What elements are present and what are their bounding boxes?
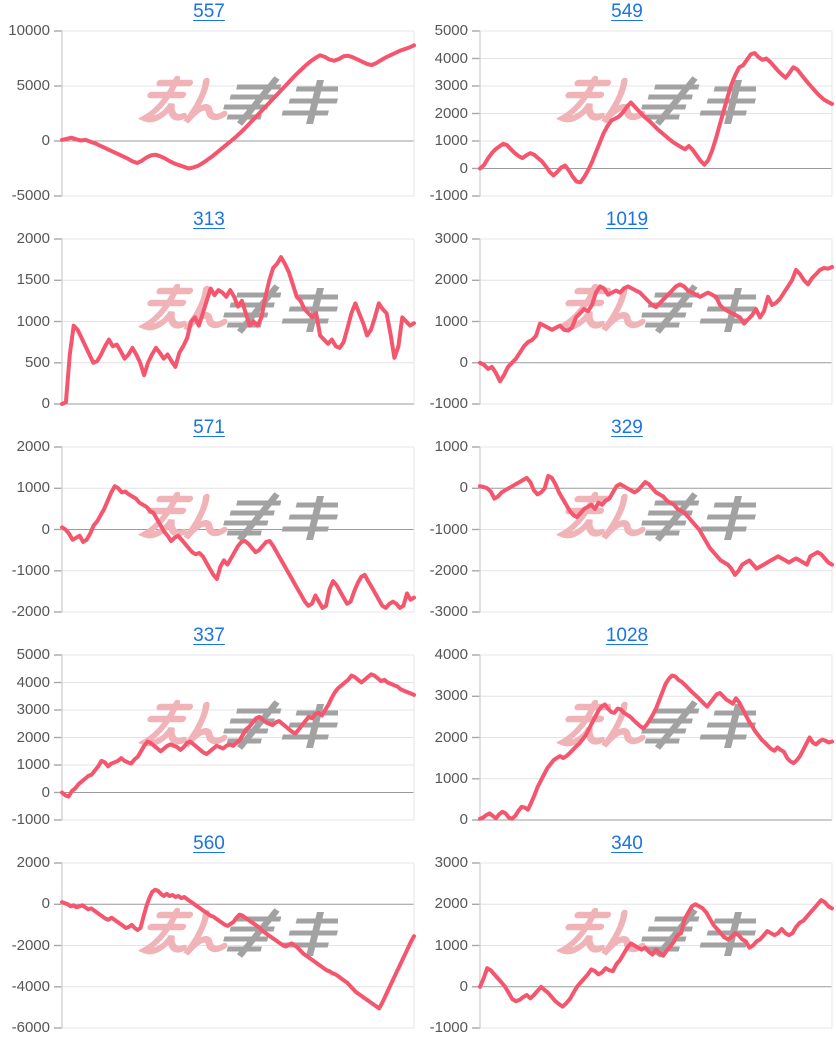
y-axis-tick-label: -1000 bbox=[429, 187, 468, 204]
plot-line bbox=[60, 255, 416, 406]
chart-title: 329 bbox=[418, 417, 836, 439]
chart-cell: 560 2000 0 -2000 -4000 -6000 bbox=[0, 832, 418, 1040]
plot-line bbox=[60, 887, 416, 1011]
plot-line bbox=[478, 473, 834, 577]
y-axis-tick-label: -5000 bbox=[11, 187, 50, 204]
y-axis-tick-label: 2000 bbox=[434, 104, 468, 122]
machine-number-link[interactable]: 329 bbox=[611, 417, 643, 438]
y-axis-tick-label: -1000 bbox=[11, 561, 50, 579]
y-axis-tick-label: 0 bbox=[41, 895, 50, 913]
y-axis-tick-label: 5000 bbox=[16, 77, 50, 94]
y-axis-tick-label: -2000 bbox=[11, 603, 50, 620]
y-axis-tick-label: -6000 bbox=[11, 1019, 50, 1036]
chart-title: 1019 bbox=[418, 209, 836, 231]
y-axis-tick-label: -1000 bbox=[429, 1019, 468, 1036]
y-axis-tick-label: 4000 bbox=[16, 673, 50, 691]
y-axis-tick-label: -1000 bbox=[429, 520, 468, 538]
chart-title: 571 bbox=[0, 417, 418, 439]
y-axis-tick-label: 5000 bbox=[16, 646, 50, 663]
y-axis-tick-label: 1000 bbox=[434, 936, 468, 954]
y-axis-tick-label: -3000 bbox=[429, 603, 468, 620]
plot-line bbox=[60, 672, 416, 799]
y-axis-tick-label: 1500 bbox=[16, 271, 50, 289]
y-axis-tick-label: 3000 bbox=[434, 854, 468, 871]
y-axis-tick-label: 0 bbox=[459, 159, 468, 177]
chart-cell: 549 5000 4000 3000 2000 1000 0 -1000 bbox=[418, 0, 836, 208]
y-axis-tick-label: 1000 bbox=[434, 769, 468, 787]
chart-cell: 337 5000 4000 3000 2000 1000 0 -1000 bbox=[0, 624, 418, 832]
y-axis-tick-label: 500 bbox=[24, 353, 50, 371]
y-axis-tick-label: 3000 bbox=[16, 701, 50, 718]
y-axis-tick-label: -2000 bbox=[429, 561, 468, 579]
y-axis-tick-label: 0 bbox=[459, 479, 468, 497]
y-axis-tick-label: 0 bbox=[459, 353, 468, 371]
y-axis-tick-label: 0 bbox=[459, 977, 468, 995]
y-axis-tick-label: 2000 bbox=[16, 438, 50, 455]
y-axis-tick-label: 1000 bbox=[434, 438, 468, 455]
y-axis-tick-label: 2000 bbox=[16, 230, 50, 247]
plot-line bbox=[478, 265, 834, 384]
y-axis-tick-label: -1000 bbox=[429, 395, 468, 412]
y-axis-tick-label: 1000 bbox=[16, 479, 50, 497]
machine-number-link[interactable]: 313 bbox=[193, 209, 225, 230]
y-axis-tick-label: 2000 bbox=[16, 854, 50, 871]
y-axis-tick-label: 4000 bbox=[434, 646, 468, 663]
y-axis-tick-label: 2000 bbox=[16, 728, 50, 746]
y-axis-tick-label: 0 bbox=[41, 132, 50, 149]
chart-cell: 329 1000 0 -1000 -2000 -3000 bbox=[418, 416, 836, 624]
y-axis-tick-label: 2000 bbox=[434, 728, 468, 746]
machine-number-link[interactable]: 1019 bbox=[605, 209, 649, 230]
y-axis-tick-label: 1000 bbox=[16, 312, 50, 330]
chart-title: 1028 bbox=[418, 625, 836, 647]
y-axis-tick-label: -4000 bbox=[11, 977, 50, 995]
y-axis-tick-label: 5000 bbox=[434, 22, 468, 39]
machine-number-link[interactable]: 1028 bbox=[605, 625, 649, 646]
y-axis-tick-label: 3000 bbox=[434, 230, 468, 247]
chart-cell: 571 2000 1000 0 -1000 -2000 bbox=[0, 416, 418, 624]
y-axis-tick-label: 4000 bbox=[434, 49, 468, 67]
chart-title: 560 bbox=[0, 833, 418, 855]
machine-number-link[interactable]: 560 bbox=[193, 833, 225, 854]
plot-line bbox=[478, 51, 834, 185]
chart-title: 340 bbox=[418, 833, 836, 855]
chart-cell: 1028 4000 3000 2000 1000 0 bbox=[418, 624, 836, 832]
y-axis-tick-label: 0 bbox=[41, 783, 50, 801]
machine-number-link[interactable]: 571 bbox=[193, 417, 225, 438]
y-axis-tick-label: -2000 bbox=[11, 936, 50, 954]
plot-line bbox=[478, 673, 834, 821]
machine-number-link[interactable]: 549 bbox=[611, 1, 643, 22]
chart-title: 337 bbox=[0, 625, 418, 647]
plot-grid bbox=[54, 862, 415, 1029]
y-axis-tick-label: 2000 bbox=[434, 895, 468, 913]
y-axis-tick-label: 3000 bbox=[434, 77, 468, 94]
y-axis-tick-label: 10000 bbox=[8, 22, 50, 39]
y-axis-tick-label: 1000 bbox=[434, 312, 468, 330]
plot-line bbox=[60, 484, 416, 610]
machine-number-link[interactable]: 340 bbox=[611, 833, 643, 854]
chart-cell: 557 10000 5000 0 -5000 bbox=[0, 0, 418, 208]
y-axis-tick-label: 0 bbox=[459, 811, 468, 828]
machine-number-link[interactable]: 557 bbox=[193, 1, 225, 22]
chart-title: 549 bbox=[418, 1, 836, 23]
y-axis-tick-label: 2000 bbox=[434, 271, 468, 289]
chart-cell: 1019 3000 2000 1000 0 -1000 bbox=[418, 208, 836, 416]
chart-cell: 340 3000 2000 1000 0 -1000 bbox=[418, 832, 836, 1040]
machine-number-link[interactable]: 337 bbox=[193, 625, 225, 646]
y-axis-tick-label: 1000 bbox=[434, 132, 468, 149]
y-axis-tick-label: -1000 bbox=[11, 811, 50, 828]
plot-line bbox=[478, 898, 834, 1009]
chart-title: 557 bbox=[0, 1, 418, 23]
plot-grid bbox=[472, 862, 833, 1029]
chart-title: 313 bbox=[0, 209, 418, 231]
y-axis-tick-label: 3000 bbox=[434, 687, 468, 705]
y-axis-tick-label: 0 bbox=[41, 520, 50, 538]
plot-grid bbox=[472, 446, 833, 613]
y-axis-tick-label: 1000 bbox=[16, 756, 50, 773]
chart-cell: 313 2000 1500 1000 500 0 bbox=[0, 208, 418, 416]
plot-line bbox=[60, 43, 416, 171]
y-axis-tick-label: 0 bbox=[41, 395, 50, 412]
